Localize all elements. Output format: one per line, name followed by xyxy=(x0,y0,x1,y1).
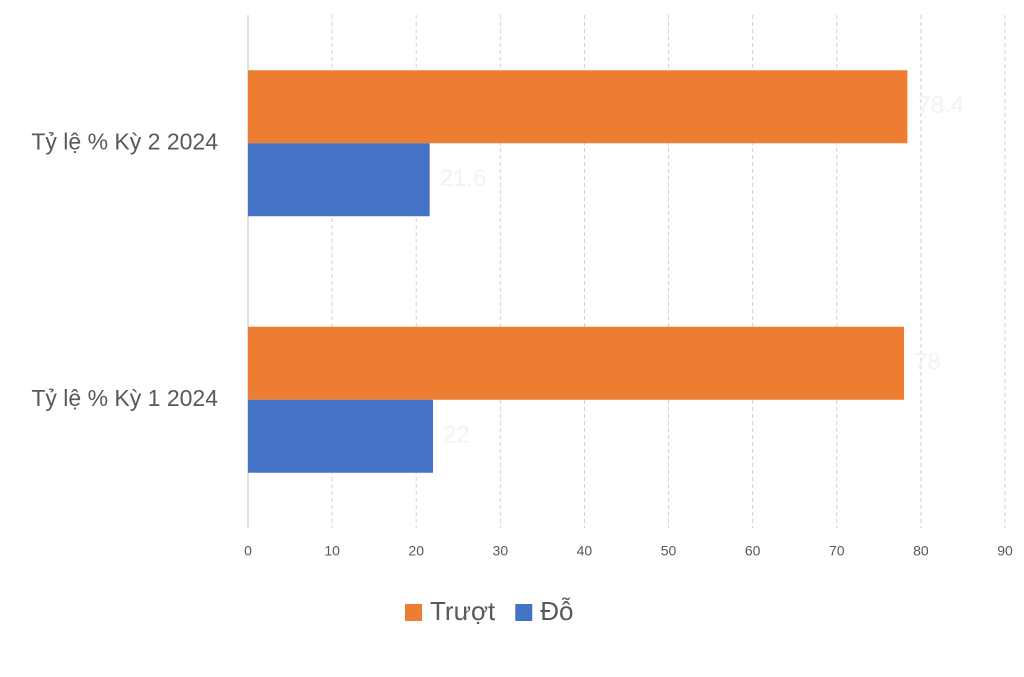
legend-label: Trượt xyxy=(430,596,496,626)
category-label: Tỷ lệ % Kỳ 1 2024 xyxy=(31,385,218,411)
x-tick-label: 90 xyxy=(997,543,1013,559)
bar xyxy=(248,399,434,473)
data-label: 22 xyxy=(443,422,470,449)
data-label: 78.4 xyxy=(917,92,964,119)
x-tick-label: 0 xyxy=(244,543,252,559)
x-tick-label: 20 xyxy=(408,543,424,559)
legend-swatch xyxy=(515,604,533,621)
x-tick-label: 80 xyxy=(913,543,929,559)
bar xyxy=(248,326,905,400)
x-tick-label: 40 xyxy=(577,543,593,559)
data-label: 78 xyxy=(914,349,941,376)
category-label: Tỷ lệ % Kỳ 2 2024 xyxy=(31,128,218,154)
bar xyxy=(248,70,908,144)
data-label: 21.6 xyxy=(440,165,487,192)
x-tick-label: 30 xyxy=(493,543,509,559)
bar xyxy=(248,143,430,217)
x-tick-label: 60 xyxy=(745,543,761,559)
x-tick-label: 70 xyxy=(829,543,845,559)
x-tick-label: 10 xyxy=(324,543,340,559)
legend-swatch xyxy=(405,604,422,621)
legend-label: Đỗ xyxy=(540,596,573,626)
x-tick-label: 50 xyxy=(661,543,677,559)
